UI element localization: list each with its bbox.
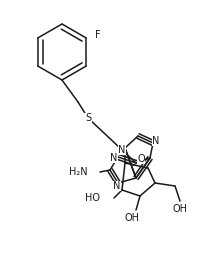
Text: H₂N: H₂N bbox=[69, 167, 87, 177]
Text: O: O bbox=[137, 154, 144, 164]
Text: N: N bbox=[113, 181, 120, 191]
Text: N: N bbox=[118, 145, 125, 155]
Text: OH: OH bbox=[124, 213, 139, 223]
Text: S: S bbox=[84, 113, 91, 123]
Text: N: N bbox=[152, 136, 159, 146]
Text: N: N bbox=[110, 153, 117, 163]
Text: HO: HO bbox=[85, 193, 100, 203]
Text: F: F bbox=[95, 30, 101, 40]
Text: OH: OH bbox=[172, 204, 187, 214]
